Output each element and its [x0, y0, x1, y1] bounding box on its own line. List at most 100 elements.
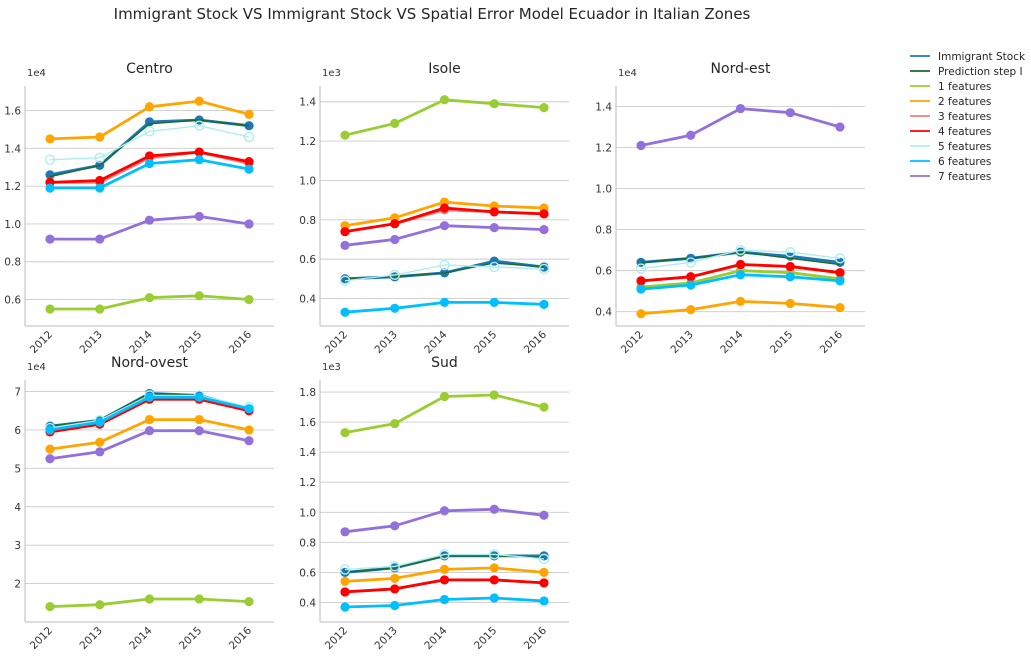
y-tick-label-nord-est: 1.0 [595, 184, 612, 196]
x-tick-label-nord-ovest: 2014 [127, 624, 155, 652]
legend-item-4-features: 4 features [910, 126, 991, 138]
point-2-features-nord-est [785, 298, 795, 309]
point-6-features-nord-est [735, 270, 746, 280]
point-2-features-centro [244, 109, 254, 119]
y-tick-label-centro: 1.0 [4, 219, 21, 231]
point-4-features-nord-est [835, 268, 845, 278]
point-4-features-sud [340, 587, 350, 597]
x-tick-label-centro: 2015 [177, 329, 204, 356]
x-tick-label-isole: 2016 [522, 328, 550, 356]
point-7-features-isole [340, 240, 350, 250]
point-2-features-nord-ovest [95, 437, 105, 447]
y-tick-label-nord-est: 0.6 [595, 266, 612, 278]
point-2-features-nord-ovest [45, 444, 55, 454]
y-tick-label-nord-ovest: 4 [14, 502, 21, 514]
panel-title-sud: Sud [431, 355, 458, 371]
point-5-features-sud [489, 549, 500, 560]
x-tick-label-nord-est: 2016 [818, 328, 846, 356]
panel-nord-est: Nord-est 1e4 0.4 0.6 0.8 1.0 1.2 1.4 2012 2013 201… [595, 61, 865, 356]
x-tick-label-sud: 2015 [472, 625, 499, 652]
legend-item-7-features: 7 features [910, 171, 991, 183]
point-7-features-centro [194, 211, 204, 221]
point-5-features-centro [94, 152, 105, 164]
point-7-features-nord-est [735, 103, 746, 114]
point-6-features-centro [45, 183, 55, 193]
series-line-prediction-step-i-nord-est [640, 251, 841, 266]
point-4-features-centro [95, 175, 105, 186]
y-tick-label-isole: 1.0 [299, 175, 316, 187]
point-4-features-isole [489, 207, 499, 217]
point-5-features-isole [489, 261, 500, 273]
y-tick-label-sud: 1.6 [299, 417, 316, 429]
point-immigrant-stock-centro [144, 117, 155, 127]
panel-title-nord-est: Nord-est [711, 61, 771, 77]
point-2-features-nord-est [686, 304, 696, 315]
series-line-5-features-sud [344, 553, 545, 571]
point-1-features-sud [539, 402, 549, 412]
y-tick-label-nord-ovest: 3 [14, 540, 21, 552]
point-1-features-nord-ovest [144, 594, 155, 604]
legend-item-3-features: 3 features [910, 111, 991, 123]
y-tick-label-isole: 1.4 [299, 97, 316, 109]
legend-label: 3 features [938, 111, 991, 123]
point-2-features-nord-ovest [194, 414, 204, 425]
series-line-1-features-isole [344, 98, 545, 137]
point-7-features-isole [439, 221, 450, 231]
point-4-features-sud [489, 575, 499, 585]
y-tick-label-nord-ovest: 5 [14, 463, 21, 475]
y-tick-label-sud: 0.8 [299, 537, 316, 549]
point-2-features-nord-ovest [244, 425, 254, 435]
axis-multiplier-nord-est: 1e4 [618, 68, 637, 79]
legend-label: 2 features [938, 96, 991, 108]
point-6-features-centro [95, 183, 105, 193]
y-tick-label-isole: 0.6 [299, 254, 316, 266]
point-7-features-sud [539, 510, 549, 520]
point-1-features-nord-ovest [95, 600, 105, 610]
point-6-features-nord-est [785, 272, 795, 282]
x-tick-label-isole: 2013 [372, 329, 399, 356]
y-tick-label-centro: 1.6 [4, 106, 21, 118]
point-4-features-sud [439, 575, 450, 585]
series-line-7-features-nord-est [640, 107, 841, 147]
point-5-features-centro [144, 126, 155, 137]
point-6-features-sud [489, 593, 499, 603]
point-5-features-sud [439, 549, 450, 560]
point-7-features-sud [439, 506, 450, 516]
point-4-features-nord-est [686, 272, 696, 282]
point-2-features-centro [144, 102, 155, 112]
legend-label: Immigrant Stock [938, 51, 1026, 63]
x-tick-label-centro: 2014 [127, 328, 155, 356]
y-tick-label-sud: 1.4 [299, 447, 316, 459]
point-4-features-centro [244, 156, 254, 167]
point-1-features-isole [340, 130, 350, 140]
point-7-features-nord-est [835, 122, 845, 132]
point-5-features-nord-est [785, 246, 796, 258]
point-7-features-nord-est [785, 108, 795, 118]
point-4-features-sud [390, 584, 400, 594]
panel-title-nord-ovest: Nord-ovest [111, 355, 189, 371]
point-6-features-nord-est [835, 276, 845, 286]
point-4-features-nord-est [735, 259, 746, 270]
point-4-features-nord-est [785, 261, 795, 272]
axis-multiplier-centro: 1e4 [27, 68, 46, 79]
point-2-features-sud [539, 567, 549, 577]
legend-item-2-features: 2 features [910, 96, 991, 108]
point-2-features-centro [45, 134, 55, 144]
point-5-features-isole [439, 259, 450, 271]
point-2-features-sud [340, 576, 350, 587]
y-tick-label-nord-ovest: 6 [14, 425, 21, 437]
point-6-features-nord-est [636, 284, 646, 294]
series-line-5-features-nord-est [640, 249, 841, 270]
point-5-features-nord-est [685, 257, 696, 268]
point-2-features-nord-est [735, 296, 746, 306]
point-7-features-isole [539, 225, 549, 235]
y-tick-label-centro: 0.6 [4, 295, 21, 307]
x-tick-label-sud: 2013 [372, 625, 399, 652]
y-tick-label-sud: 1.0 [299, 507, 316, 519]
point-2-features-sud [439, 564, 450, 574]
point-6-features-nord-est [686, 280, 696, 290]
point-7-features-sud [340, 527, 350, 537]
x-tick-label-centro: 2013 [77, 329, 104, 356]
point-1-features-isole [539, 103, 549, 113]
legend-item-6-features: 6 features [910, 156, 991, 168]
